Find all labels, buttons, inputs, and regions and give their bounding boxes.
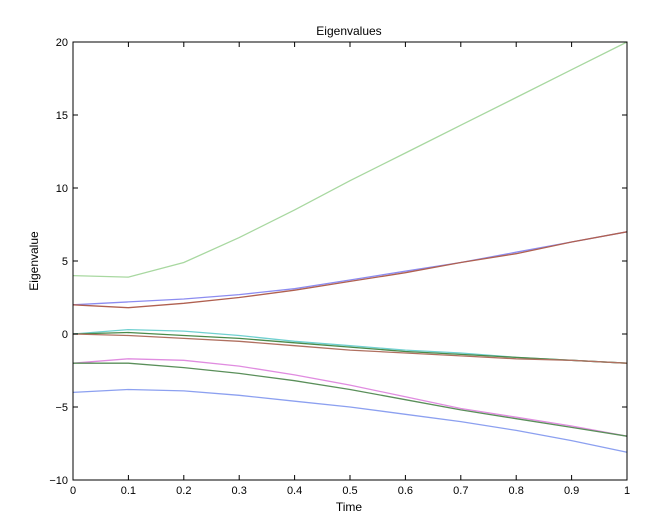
x-tick-label: 0.1 [121,485,136,497]
x-tick-label: 0 [70,485,76,497]
eigenvalue-series-line-6 [72,333,628,364]
x-tick-label: 0.2 [176,485,191,497]
y-tick-label: 10 [56,183,68,195]
y-tick-label: 0 [62,329,68,341]
eigenvalue-series-line-9 [72,388,628,453]
x-tick-label: 0.7 [453,485,468,497]
y-tick-label: −10 [49,475,68,487]
x-tick-label: 0.6 [398,485,413,497]
eigenvalue-series-line-8 [73,362,628,437]
x-tick-label: 0.5 [342,485,357,497]
x-tick-label: 0.8 [509,485,524,497]
x-tick-label: 0.9 [564,485,579,497]
y-tick-label: 5 [62,256,68,268]
eigenvalue-series-line-1 [72,41,628,278]
eigenvalue-series-line-5 [72,331,628,364]
eigenvalue-series-line-2 [72,231,628,306]
chart-title: Eigenvalues [316,24,381,38]
eigenvalue-series-line-3 [72,231,628,309]
x-tick-label: 0.3 [232,485,247,497]
x-axis-title: Time [336,500,363,514]
y-tick-label: 20 [56,37,68,49]
series-layer [72,41,628,453]
x-tick-label: 1 [624,485,630,497]
tick-layer: 0 0.1 0.2 0.3 0.4 0.5 0.6 0.7 0.8 0.9 1 −10 −5 0 5 10 15… [49,37,630,497]
y-tick-label: 15 [56,110,68,122]
eigenvalue-series-line-7 [72,358,628,437]
y-tick-label: −5 [55,402,68,414]
y-axis-title: Eigenvalue [27,231,41,291]
x-tick-label: 0.4 [287,485,302,497]
